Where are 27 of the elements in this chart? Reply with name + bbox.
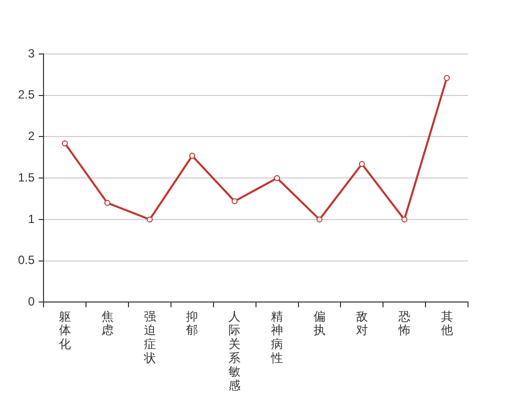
x-tick-label: 强迫症状	[142, 309, 156, 365]
point	[358, 161, 365, 168]
point	[316, 216, 322, 222]
x-tick-label: 精神病性	[270, 309, 284, 365]
point	[274, 175, 280, 182]
x-tick-label: 焦虑	[101, 309, 114, 338]
x-tick-label: 其他	[440, 309, 453, 338]
point	[444, 74, 450, 81]
y-tick-label: 1.5	[18, 170, 35, 184]
y-tick-label: 0.5	[18, 253, 35, 268]
y-tick-label: 2.5	[18, 88, 35, 102]
point	[189, 152, 196, 159]
point	[401, 216, 408, 222]
x-tick-label: 敌对	[356, 309, 368, 338]
point	[232, 198, 238, 204]
y-tick-label: 2	[28, 129, 35, 144]
point	[104, 200, 110, 206]
x-tick-label: 恐怖	[397, 309, 410, 338]
x-tick-label: 人际关系敏感	[228, 309, 241, 392]
x-tick-label: 抑郁	[186, 309, 198, 338]
point	[146, 216, 153, 222]
x-tick-label: 躯体化	[58, 309, 71, 352]
y-tick-label: 1	[28, 212, 35, 226]
y-tick-label: 3	[28, 46, 35, 60]
y-tick-label: 0	[28, 294, 35, 309]
x-tick-label: 偏执	[313, 309, 326, 338]
point	[62, 140, 68, 146]
